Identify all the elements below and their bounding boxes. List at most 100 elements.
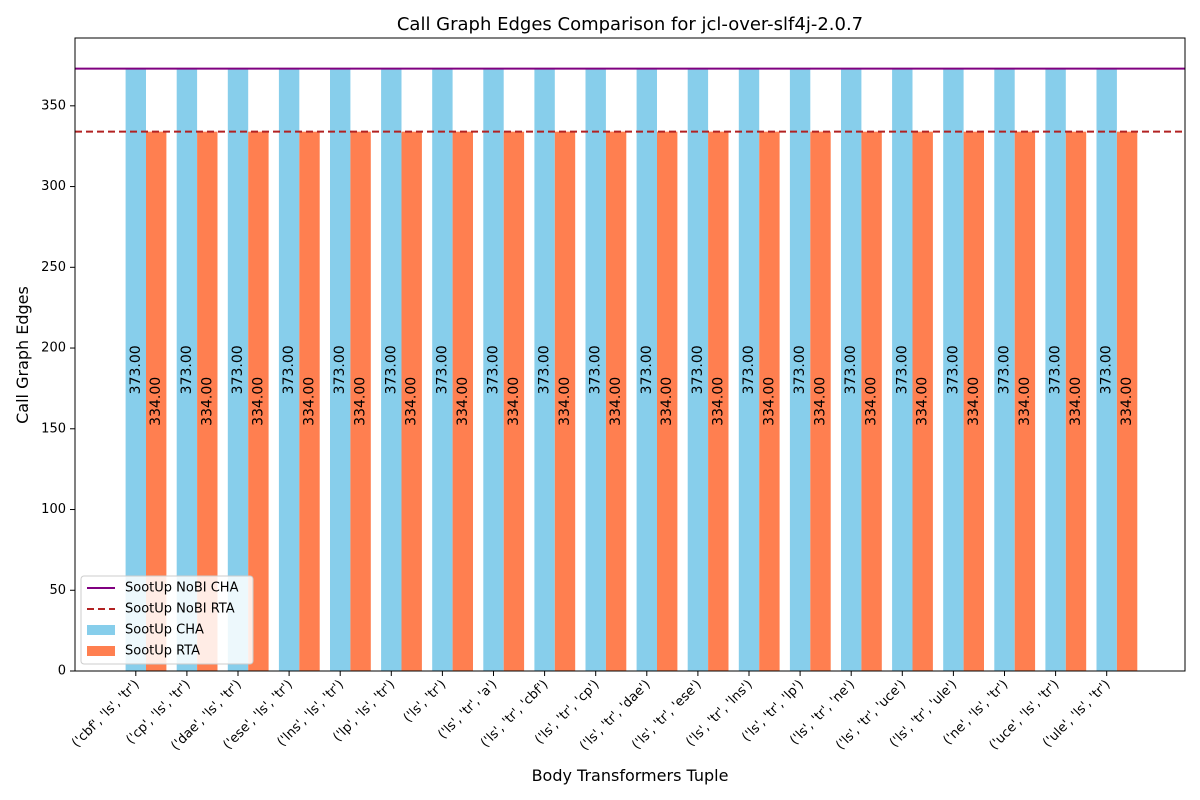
bar-label-rta: 334.00 xyxy=(302,377,318,426)
y-tick-label: 100 xyxy=(41,502,66,517)
bar-cha xyxy=(636,68,657,671)
y-tick-label: 300 xyxy=(41,179,66,194)
bar-label-rta: 334.00 xyxy=(659,377,675,426)
bar-label-cha: 373.00 xyxy=(281,345,297,394)
bar-label-rta: 334.00 xyxy=(557,377,573,426)
bar-cha xyxy=(789,68,811,671)
bar-label-cha: 373.00 xyxy=(843,345,859,394)
bar-label-rta: 334.00 xyxy=(199,377,215,426)
bar-rta xyxy=(248,131,269,672)
bar-label-cha: 373.00 xyxy=(997,345,1013,394)
x-axis: ('cbf', 'ls', 'tr')('cp', 'ls', 'tr')('d… xyxy=(69,671,1114,754)
y-tick-label: 50 xyxy=(49,583,66,598)
y-axis: 0 50 100 150 200 250 300 350 xyxy=(41,98,75,679)
bar-label-cha: 373.00 xyxy=(230,345,246,394)
bar-cha xyxy=(738,68,760,671)
bar-label-cha: 373.00 xyxy=(1048,345,1064,394)
bar-rta xyxy=(810,131,831,672)
bar-label-rta: 334.00 xyxy=(608,377,624,426)
bar-cha xyxy=(278,68,300,671)
bar-label-rta: 334.00 xyxy=(506,377,522,426)
bar-label-cha: 373.00 xyxy=(179,345,195,394)
bar-label-rta: 334.00 xyxy=(250,377,266,426)
reference-lines-group xyxy=(75,67,1185,133)
x-tick-label: ('ls', 'tr') xyxy=(401,677,449,725)
bar-cha xyxy=(176,68,198,671)
bar-label-cha: 373.00 xyxy=(486,345,502,394)
y-tick-label: 250 xyxy=(41,260,66,275)
bar-rta xyxy=(299,131,320,672)
bar-rta xyxy=(1065,131,1087,672)
bar-label-rta: 334.00 xyxy=(455,377,471,426)
bar-label-cha: 373.00 xyxy=(894,345,910,394)
legend-item-rta-swatch xyxy=(87,646,115,656)
bar-rta xyxy=(197,131,218,672)
legend-item-rta-label: SootUp RTA xyxy=(125,644,200,659)
bar-cha xyxy=(534,68,555,671)
bar-cha xyxy=(892,68,913,671)
bar-rta xyxy=(503,131,525,672)
bar-rta xyxy=(861,131,882,672)
bar-label-cha: 373.00 xyxy=(741,345,757,394)
bar-label-cha: 373.00 xyxy=(537,345,553,394)
bar-label-cha: 373.00 xyxy=(588,345,604,394)
bar-rta xyxy=(1116,131,1138,672)
bar-cha xyxy=(841,68,862,671)
bar-rta xyxy=(708,131,729,672)
y-tick-label: 0 xyxy=(58,664,66,679)
bar-rta xyxy=(401,131,422,672)
bar-cha xyxy=(432,68,453,671)
bar-label-rta: 334.00 xyxy=(353,377,369,426)
bar-rta xyxy=(452,131,473,672)
legend: SootUp NoBI CHA SootUp NoBI RTA SootUp CHA… xyxy=(80,575,254,665)
bars-group xyxy=(125,68,1138,672)
bar-rta xyxy=(146,131,167,672)
bar-cha xyxy=(585,68,606,671)
bar-label-rta: 334.00 xyxy=(761,377,777,426)
bar-label-rta: 334.00 xyxy=(404,377,420,426)
bar-label-cha: 373.00 xyxy=(332,345,348,394)
bar-rta xyxy=(657,131,678,672)
legend-box xyxy=(80,575,254,665)
bar-label-rta: 334.00 xyxy=(1017,377,1033,426)
legend-item-nobi-cha-label: SootUp NoBI CHA xyxy=(125,581,239,596)
bar-label-cha: 373.00 xyxy=(945,345,961,394)
legend-item-cha-label: SootUp CHA xyxy=(125,623,204,638)
legend-item-nobi-rta-label: SootUp NoBI RTA xyxy=(125,602,235,617)
bar-rta xyxy=(605,131,627,672)
bar-cha xyxy=(125,68,146,671)
bar-cha xyxy=(483,68,504,671)
bar-cha xyxy=(687,68,709,671)
bar-cha xyxy=(1045,68,1066,671)
bar-label-cha: 373.00 xyxy=(434,345,450,394)
bar-cha xyxy=(994,68,1015,671)
bar-label-rta: 334.00 xyxy=(148,377,164,426)
y-axis-label: Call Graph Edges xyxy=(13,286,32,424)
x-axis-label: Body Transformers Tuple xyxy=(532,766,729,785)
plot-frame xyxy=(74,37,1186,672)
bar-label-cha: 373.00 xyxy=(690,345,706,394)
bar-cha xyxy=(227,68,249,671)
bar-rta xyxy=(759,131,780,672)
bar-labels-group: 373.00334.00373.00334.00373.00334.00373.… xyxy=(128,345,1135,425)
bar-rta xyxy=(1014,131,1036,672)
bar-label-rta: 334.00 xyxy=(813,377,829,426)
bar-cha xyxy=(1096,68,1117,671)
bar-label-cha: 373.00 xyxy=(383,345,399,394)
bar-cha xyxy=(381,68,402,671)
bar-cha xyxy=(330,68,351,671)
bar-label-rta: 334.00 xyxy=(966,377,982,426)
chart-title: Call Graph Edges Comparison for jcl-over… xyxy=(397,14,863,35)
bar-label-cha: 373.00 xyxy=(639,345,655,394)
y-tick-label: 350 xyxy=(41,98,66,113)
bar-label-rta: 334.00 xyxy=(864,377,880,426)
bar-rta xyxy=(554,131,576,672)
bar-cha xyxy=(943,68,964,671)
bar-rta xyxy=(350,131,371,672)
bar-rta xyxy=(963,131,984,672)
bar-label-rta: 334.00 xyxy=(1119,377,1135,426)
bar-rta xyxy=(912,131,933,672)
y-tick-label: 200 xyxy=(41,341,66,356)
bar-label-rta: 334.00 xyxy=(915,377,931,426)
